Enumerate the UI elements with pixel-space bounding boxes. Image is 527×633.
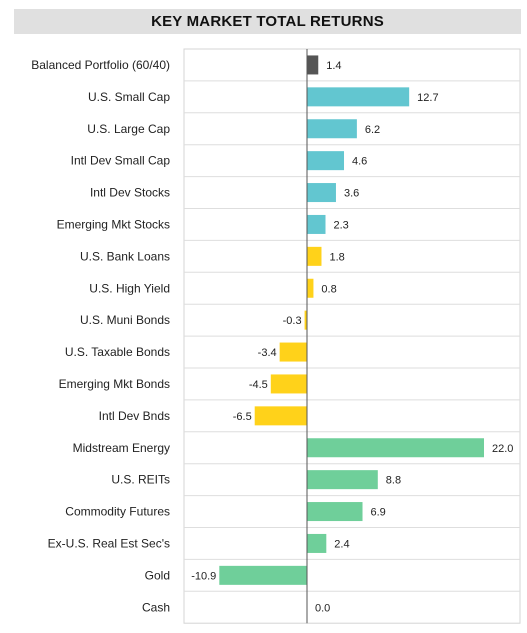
- value-label: 8.8: [386, 475, 401, 487]
- category-label: Intl Dev Bnds: [99, 409, 170, 423]
- value-label: 1.4: [326, 60, 341, 72]
- category-label: Gold: [145, 568, 170, 582]
- value-label: 1.8: [329, 251, 344, 263]
- category-label: U.S. Bank Loans: [80, 249, 170, 263]
- category-label: U.S. Muni Bonds: [80, 313, 170, 327]
- value-label: -3.4: [258, 347, 277, 359]
- category-label: Cash: [142, 600, 170, 614]
- category-label: Intl Dev Stocks: [90, 186, 170, 200]
- value-label: 6.2: [365, 124, 380, 136]
- bar: [279, 342, 307, 362]
- category-label: U.S. High Yield: [89, 281, 170, 295]
- bar: [307, 278, 314, 298]
- value-label: 22.0: [492, 443, 513, 455]
- category-label: Midstream Energy: [73, 441, 170, 455]
- bar: [307, 151, 345, 171]
- value-label: 0.8: [321, 283, 336, 295]
- category-label: Emerging Mkt Stocks: [57, 217, 170, 231]
- value-label: 2.4: [334, 538, 349, 550]
- value-label: -0.3: [283, 315, 302, 327]
- value-label: -4.5: [249, 379, 268, 391]
- value-label: 2.3: [334, 219, 349, 231]
- bar: [307, 470, 378, 490]
- category-label: U.S. Large Cap: [87, 122, 170, 136]
- bar: [307, 119, 357, 139]
- bar: [307, 502, 363, 522]
- bar: [307, 183, 336, 203]
- category-label: U.S. Small Cap: [88, 90, 170, 104]
- bar: [307, 214, 326, 234]
- value-label: -10.9: [191, 570, 216, 582]
- value-label: 0.0: [315, 602, 330, 614]
- category-label: Emerging Mkt Bonds: [59, 377, 170, 391]
- bar: [307, 87, 410, 107]
- bar: [307, 438, 484, 458]
- bar: [307, 246, 322, 266]
- category-label: Commodity Futures: [65, 505, 170, 519]
- bar: [270, 374, 307, 394]
- bar: [219, 565, 307, 585]
- bar: [307, 533, 327, 553]
- bar: [254, 406, 307, 426]
- value-label: 3.6: [344, 188, 359, 200]
- value-label: 4.6: [352, 156, 367, 168]
- value-label: -6.5: [233, 411, 252, 423]
- category-label: Balanced Portfolio (60/40): [31, 58, 170, 72]
- bar: [304, 310, 307, 330]
- value-label: 6.9: [371, 507, 386, 519]
- category-label: Ex-U.S. Real Est Sec's: [48, 536, 170, 550]
- category-label: U.S. REITs: [111, 473, 170, 487]
- chart-title: KEY MARKET TOTAL RETURNS: [151, 13, 384, 30]
- category-label: Intl Dev Small Cap: [71, 154, 171, 168]
- value-label: 12.7: [417, 92, 438, 104]
- category-label: U.S. Taxable Bonds: [65, 345, 170, 359]
- bar: [307, 55, 319, 75]
- chart-title-bar: KEY MARKET TOTAL RETURNS: [14, 9, 521, 34]
